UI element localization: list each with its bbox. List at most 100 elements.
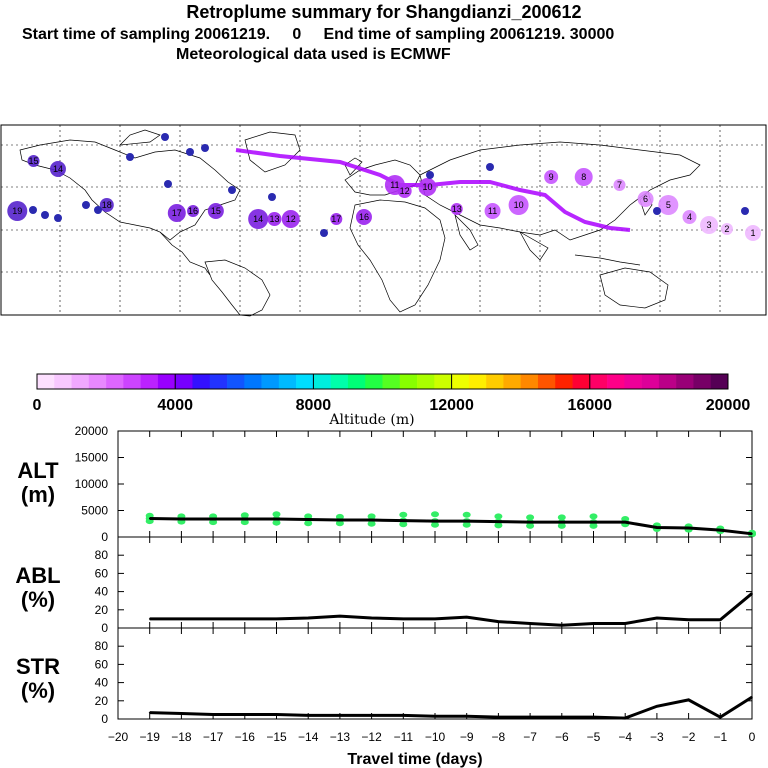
plume-marker-day: 16	[359, 212, 369, 222]
plume-marker-day: 17	[331, 214, 341, 224]
plume-dot	[741, 207, 749, 215]
x-tick-label: −11	[394, 730, 414, 744]
met-note: Meteorological data used is ECMWF	[176, 46, 451, 63]
plume-marker-day: 9	[549, 172, 554, 182]
plume-marker-day: 16	[188, 206, 198, 216]
plume-marker	[484, 203, 501, 219]
y-tick-label: 80	[95, 548, 109, 562]
panel-ylabel: ALT	[17, 458, 59, 483]
colorbar-swatch	[676, 374, 694, 389]
series-point	[434, 520, 436, 522]
colorbar-swatch	[658, 374, 677, 389]
colorbar-tick-label: 16000	[568, 397, 613, 414]
colorbar-swatch	[365, 374, 383, 389]
colorbar-swatch	[417, 374, 435, 389]
colorbar-swatch	[347, 374, 366, 389]
x-axis-label: Travel time (days)	[347, 751, 482, 768]
panel-ylabel: ABL	[15, 563, 60, 588]
series-point	[656, 705, 658, 708]
y-tick-label: 40	[95, 676, 109, 690]
series-point	[434, 618, 436, 620]
plume-dot	[126, 153, 134, 161]
colorbar-swatch	[382, 374, 401, 389]
series-point	[148, 517, 151, 520]
plume-marker-day: 11	[488, 206, 497, 216]
plume-marker-day: 11	[390, 180, 399, 190]
plume-marker-day: 2	[724, 224, 729, 234]
series-point	[244, 618, 246, 620]
colorbar-swatch	[486, 374, 504, 389]
plume-marker-day: 14	[53, 164, 63, 174]
series-point	[529, 716, 531, 718]
y-tick-label: 0	[101, 712, 108, 726]
series-point	[402, 519, 405, 522]
colorbar-swatch	[54, 374, 72, 389]
colorbar-swatch	[589, 374, 608, 389]
x-tick-label: −4	[618, 730, 632, 744]
y-tick-label: 10000	[75, 477, 109, 491]
panel-frame	[117, 536, 753, 629]
plume-marker	[508, 195, 529, 215]
colorbar-swatch	[710, 374, 729, 389]
plume-marker	[187, 205, 200, 217]
colorbar-swatch	[71, 374, 90, 389]
series-point	[434, 715, 436, 718]
colorbar-swatch	[399, 374, 418, 389]
series-point	[370, 519, 373, 521]
series-point	[339, 714, 341, 717]
series-point	[339, 519, 341, 521]
y-tick-label: 20	[95, 694, 109, 708]
y-tick-label: 60	[95, 566, 109, 580]
series-point	[307, 617, 310, 619]
plume-marker-day: 10	[422, 182, 432, 192]
series-point	[180, 712, 183, 715]
series-point	[592, 716, 595, 718]
alt-scatter-point	[621, 515, 630, 522]
alt-scatter-point	[399, 511, 408, 518]
series-line	[149, 695, 753, 720]
colorbar-ticks: 0 4000 8000 12000 16000 20000	[33, 374, 750, 414]
x-tick-label: −6	[555, 730, 569, 744]
y-tick-label: 40	[95, 585, 109, 599]
colorbar-swatch	[624, 374, 642, 389]
series-point	[465, 715, 468, 718]
series-point	[561, 624, 563, 627]
series-point	[339, 615, 341, 617]
series-point	[402, 714, 405, 717]
plume-dot	[54, 214, 62, 222]
series-point	[719, 619, 722, 621]
plume-marker	[49, 161, 66, 177]
alt-scatter-point	[462, 511, 471, 518]
series-point	[624, 521, 626, 523]
series-point	[497, 520, 500, 523]
plume-marker-day: 19	[12, 206, 22, 216]
plume-marker-day: 3	[707, 220, 712, 230]
colorbar-swatch	[296, 374, 314, 389]
plume-marker	[330, 213, 343, 225]
plume-marker	[658, 195, 679, 215]
series-point	[307, 518, 310, 521]
series-point	[180, 618, 183, 620]
plume-marker	[281, 210, 300, 228]
colorbar-swatch	[641, 374, 660, 389]
plume-marker-day: 10	[514, 200, 524, 210]
plume-marker	[167, 204, 186, 222]
colorbar-swatch	[468, 374, 487, 389]
colorbar-swatch	[244, 374, 262, 389]
x-tick-label: −16	[235, 730, 256, 744]
series-line	[149, 592, 753, 627]
plume-marker-day: 15	[211, 206, 221, 216]
colorbar-swatch	[175, 374, 193, 389]
plume-marker	[574, 168, 593, 186]
plume-dot	[320, 229, 328, 237]
time-series-panels: 05000100001500020000ALT(m)020406080ABL(%…	[15, 424, 756, 768]
panel-ylabel: STR	[16, 654, 60, 679]
chart-title: Retroplume summary for Shangdianzi_20061…	[186, 2, 582, 22]
plume-dot	[29, 206, 37, 214]
colorbar-swatch	[555, 374, 573, 389]
series-point	[307, 714, 310, 717]
y-tick-label: 0	[101, 530, 108, 544]
